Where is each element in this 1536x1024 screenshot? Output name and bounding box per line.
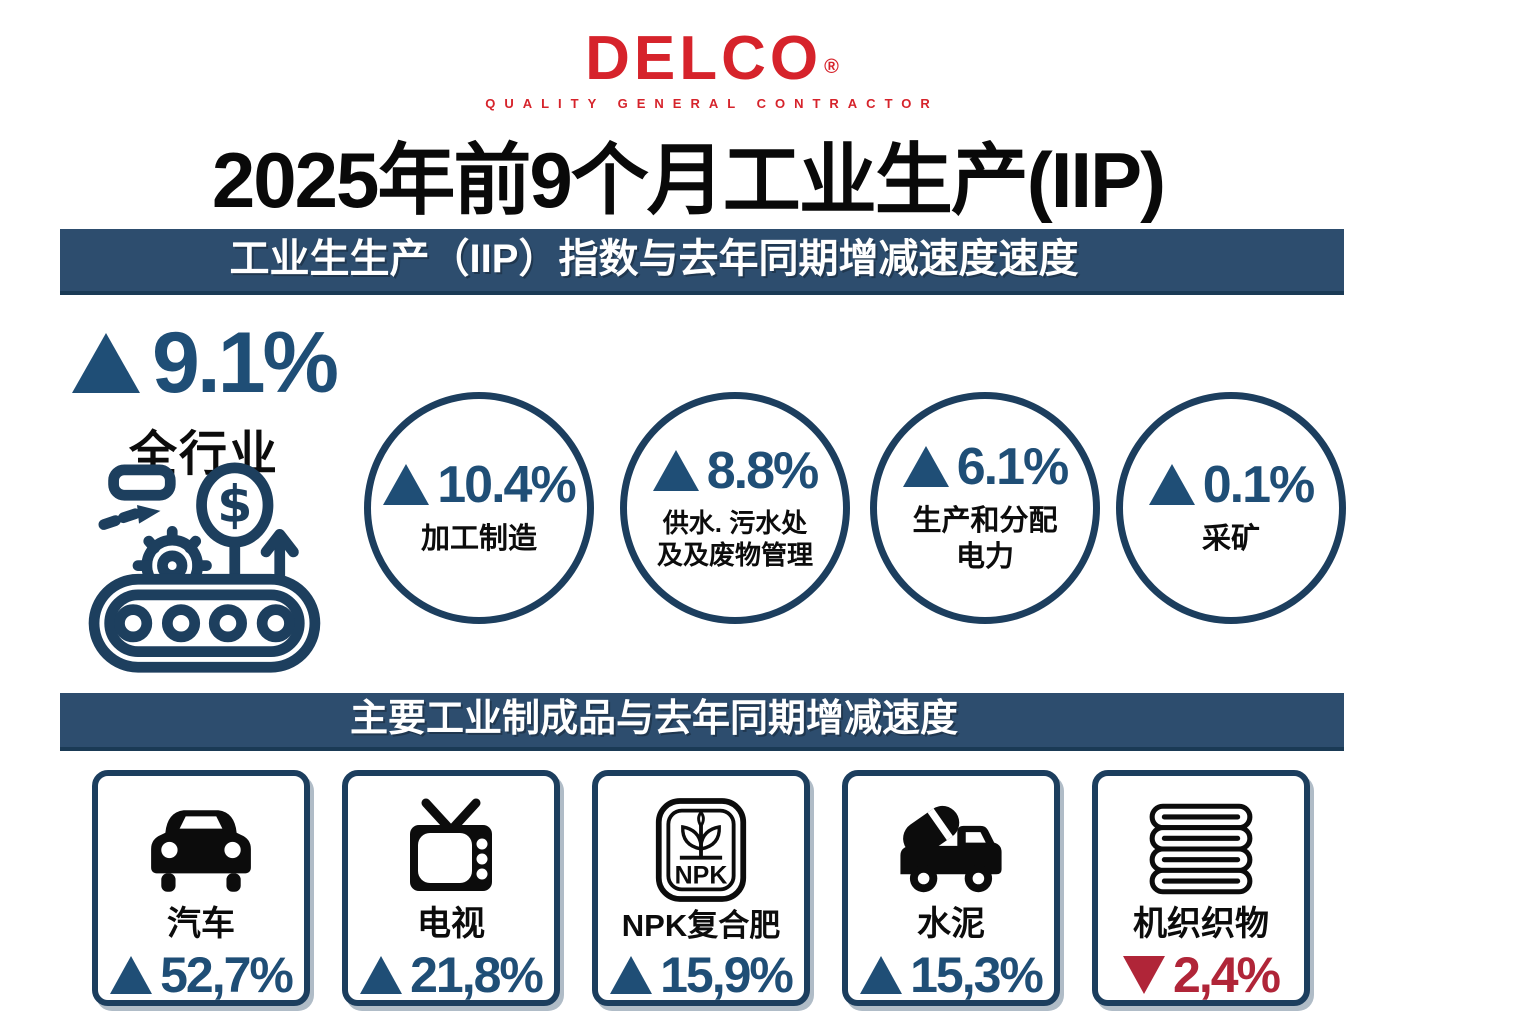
delco-logo: DELCO ® QUALITY GENERAL CONTRACTOR	[485, 28, 939, 112]
product-label: 汽车	[167, 905, 235, 943]
up-triangle-icon	[1148, 464, 1195, 506]
circle-value: 10.4%	[437, 455, 576, 514]
up-triangle-icon	[383, 464, 430, 506]
product-box-tv: 电视 21,8%	[342, 770, 560, 1006]
section1-banner: 工业生生产（IIP）指数与去年同期增减速度速度	[60, 229, 1344, 295]
up-triangle-icon	[860, 956, 903, 994]
logo-brand-text: DELCO	[585, 24, 823, 93]
product-label: 机织织物	[1133, 905, 1269, 943]
product-value: 52,7%	[160, 947, 294, 1003]
down-triangle-icon	[1123, 956, 1166, 994]
stat-circle-electricity: 6.1% 生产和分配 电力	[870, 392, 1100, 624]
tv-icon	[396, 790, 506, 907]
overall-stat: 9.1% 全行业	[71, 315, 339, 484]
logo-wordmark: DELCO ®	[485, 28, 939, 90]
car-icon	[145, 790, 257, 907]
product-label: 水泥	[917, 905, 985, 943]
overall-value: 9.1%	[151, 315, 339, 411]
section2-banner: 主要工业制成品与去年同期增减速度	[60, 693, 1344, 751]
overall-value-row: 9.1%	[71, 315, 339, 411]
registered-mark: ®	[824, 55, 839, 78]
stat-circle-mining: 0.1% 采矿	[1116, 392, 1346, 624]
up-triangle-icon	[110, 956, 153, 994]
circle-label: 生产和分配 电力	[912, 504, 1058, 573]
product-box-npk: NPK NPK复合肥 15,9%	[592, 770, 810, 1006]
circle-label: 加工制造	[420, 522, 537, 555]
circle-value: 8.8%	[706, 441, 820, 500]
production-line-icon: $	[86, 462, 321, 682]
product-label: 电视	[417, 905, 485, 943]
stat-circle-water-waste: 8.8% 供水. 污水处 及及废物管理	[620, 392, 850, 624]
circle-label: 采矿	[1201, 522, 1260, 555]
stat-circle-manufacturing: 10.4% 加工制造	[364, 392, 594, 624]
product-value: 2,4%	[1173, 947, 1281, 1003]
section1-banner-text: 工业生生产（IIP）指数与去年同期增减速度速度	[229, 237, 1079, 281]
product-box-cement: 水泥 15,3%	[842, 770, 1060, 1006]
dollar-sign-icon: $	[217, 475, 252, 534]
product-value: 15,9%	[660, 947, 794, 1003]
fabric-stack-icon	[1144, 790, 1258, 907]
product-value: 15,3%	[910, 947, 1044, 1003]
up-triangle-icon	[360, 956, 403, 994]
up-triangle-icon	[71, 333, 140, 393]
up-triangle-icon	[902, 446, 949, 488]
product-label: NPK复合肥	[621, 908, 781, 943]
npk-fertilizer-icon: NPK	[653, 790, 749, 910]
product-value: 21,8%	[410, 947, 544, 1003]
logo-tagline: QUALITY GENERAL CONTRACTOR	[485, 96, 939, 111]
up-triangle-icon	[610, 956, 653, 994]
cement-mixer-icon	[892, 790, 1010, 907]
svg-text:NPK: NPK	[675, 862, 728, 890]
product-box-cars: 汽车 52,7%	[92, 770, 310, 1006]
circle-value: 6.1%	[956, 437, 1070, 496]
circle-value: 0.1%	[1202, 455, 1316, 514]
circle-label: 供水. 污水处 及及废物管理	[656, 507, 813, 571]
section2-banner-text: 主要工业制成品与去年同期增减速度	[349, 698, 958, 740]
up-triangle-icon	[652, 450, 699, 491]
product-box-fabric: 机织织物 2,4%	[1092, 770, 1310, 1006]
page-title: 2025年前9个月工业生产(IIP)	[211, 136, 1166, 224]
